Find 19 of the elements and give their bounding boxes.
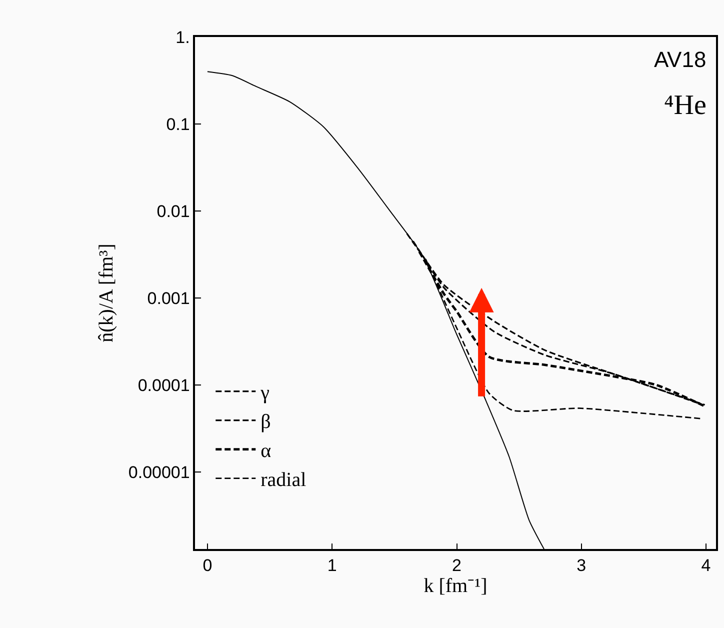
y-axis-title: n̂(k)/A [fm³] <box>95 244 118 342</box>
legend-label: radial <box>260 469 307 492</box>
y-tick-label: 0.0001 <box>138 376 190 395</box>
x-axis-title: k [fm⁻¹] <box>424 575 488 598</box>
y-tick-label: 0.1 <box>166 114 190 134</box>
x-tick-label: 2 <box>452 556 462 576</box>
legend-label: β <box>260 411 271 434</box>
x-tick-label: 0 <box>202 556 212 576</box>
annotation: AV18 <box>654 47 706 72</box>
y-tick-label: 0.01 <box>156 202 190 221</box>
y-tick-label: 1. <box>176 28 190 47</box>
y-tick-label: 0.00001 <box>128 462 190 482</box>
x-tick-label: 3 <box>576 556 586 576</box>
x-tick-label: 1 <box>327 556 337 576</box>
y-tick-label: 0.001 <box>147 288 190 308</box>
x-tick-label: 4 <box>701 556 711 576</box>
legend-label: α <box>260 440 272 462</box>
legend-label: γ <box>260 382 270 404</box>
annotation: ⁴He <box>664 90 706 121</box>
